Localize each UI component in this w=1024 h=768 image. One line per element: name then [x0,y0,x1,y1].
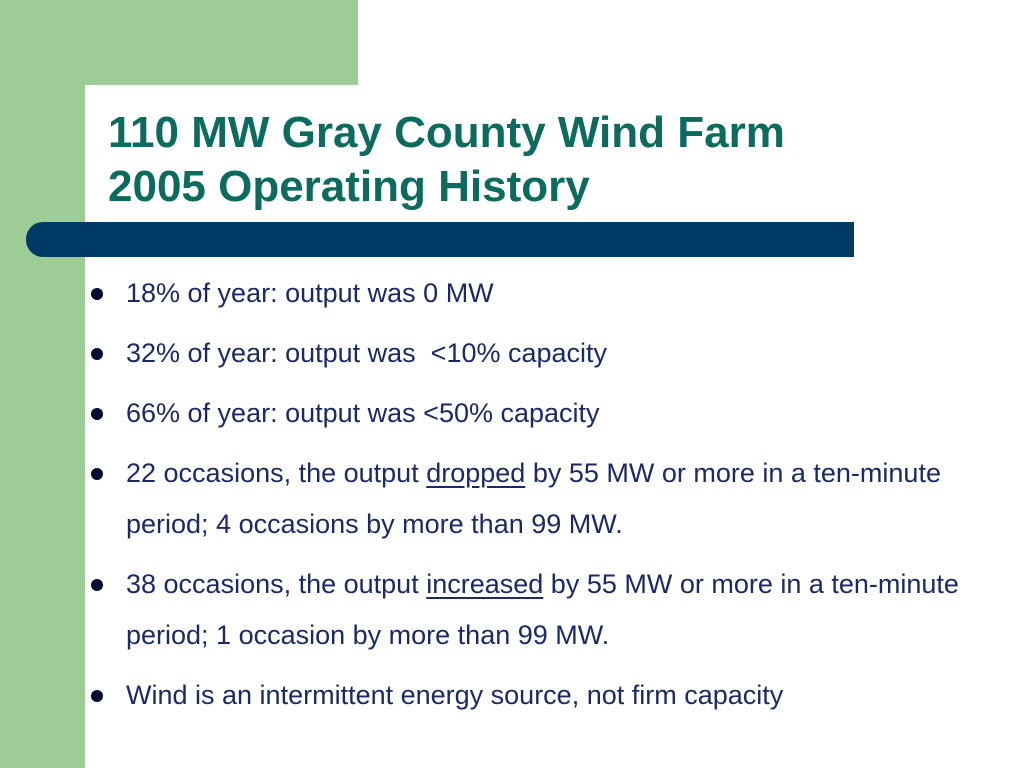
bullet-item-zero-output: 18% of year: output was 0 MW [88,268,1018,319]
title-divider-bar [26,222,854,257]
bullet-text: Wind is an intermittent energy source, n… [126,680,784,710]
bullet-emphasis-dropped: dropped [426,458,526,488]
bullet-item-under-50pct: 66% of year: output was <50% capacity [88,388,1018,439]
slide-title: 110 MW Gray County Wind Farm 2005 Operat… [108,106,1008,214]
bullet-item-increased: 38 occasions, the output increased by 55… [88,559,1018,661]
bullet-text-post: by 55 MW or more in a ten-minute period;… [126,569,959,650]
decor-rounded-corner [85,85,205,205]
bullet-text: 32% of year: output was <10% capacity [126,338,608,368]
bullet-text-post: by 55 MW or more in a ten-minute period;… [126,458,941,539]
bullet-item-dropped: 22 occasions, the output dropped by 55 M… [88,448,1018,550]
bullet-emphasis-increased: increased [426,569,544,599]
bullet-text: 66% of year: output was <50% capacity [126,398,600,428]
bullet-text-pre: 22 occasions, the output [126,458,427,488]
bullet-text-pre: 38 occasions, the output [126,569,427,599]
bullet-text: 18% of year: output was 0 MW [126,278,494,308]
bullet-list: 18% of year: output was 0 MW 32% of year… [88,268,1018,730]
decor-green-left-band [0,0,85,768]
bullet-item-intermittent: Wind is an intermittent energy source, n… [88,670,1018,721]
slide-title-line-1: 110 MW Gray County Wind Farm [108,108,785,157]
decor-green-top-band [0,0,358,85]
bullet-item-under-10pct: 32% of year: output was <10% capacity [88,328,1018,379]
slide-title-line-2: 2005 Operating History [108,162,590,211]
